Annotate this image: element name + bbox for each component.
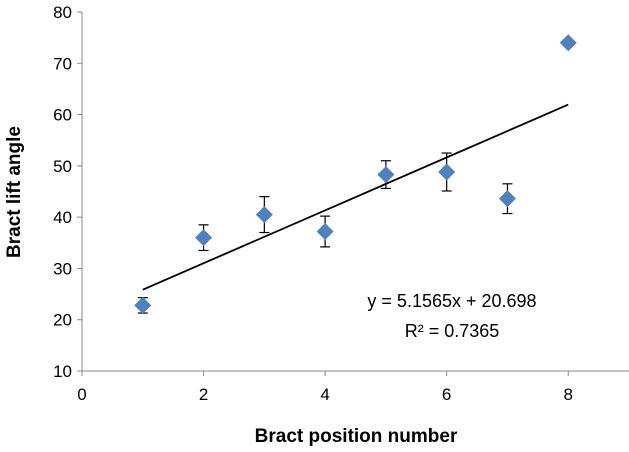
data-point-diamond [195, 229, 213, 247]
y-axis-title: Bract lift angle [4, 126, 25, 258]
trendline-equation: y = 5.1565x + 20.698 [367, 291, 536, 311]
y-tick-label: 10 [53, 362, 72, 381]
trendline-group [142, 103, 569, 291]
x-tick-label: 2 [199, 385, 208, 404]
data-point-diamond [438, 163, 456, 181]
y-tick-label: 60 [53, 106, 72, 125]
y-tick-label: 50 [53, 157, 72, 176]
data-point-diamond [498, 190, 516, 208]
x-tick-label: 0 [77, 385, 86, 404]
y-tick-label: 30 [53, 259, 72, 278]
x-axis: 0 2 4 6 8 [77, 370, 629, 404]
y-tick-label: 80 [53, 3, 72, 22]
data-point-diamond [377, 166, 395, 184]
x-tick-label: 6 [442, 385, 451, 404]
x-tick-label: 4 [320, 385, 329, 404]
y-tick-label: 40 [53, 208, 72, 227]
y-tick-label: 20 [53, 311, 72, 330]
data-point-diamond [255, 206, 273, 224]
x-tick-label: 8 [563, 385, 572, 404]
y-axis: 10 20 30 40 50 60 70 80 [53, 3, 83, 381]
x-axis-title: Bract position number [255, 426, 458, 447]
trendline [142, 103, 569, 291]
data-points [134, 34, 577, 314]
r-squared-label: R² = 0.7365 [405, 321, 500, 341]
data-point-diamond [559, 34, 577, 52]
data-point-diamond [316, 223, 334, 241]
y-tick-label: 70 [53, 54, 72, 73]
data-point-diamond [134, 296, 152, 314]
